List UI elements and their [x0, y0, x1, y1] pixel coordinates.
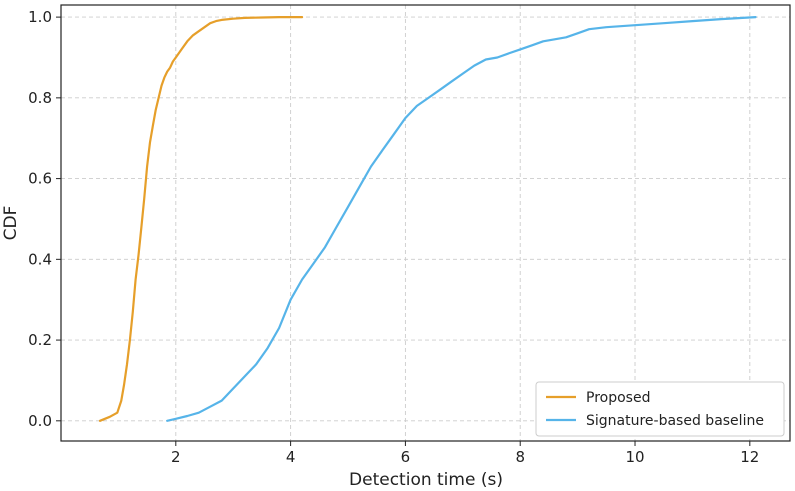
x-tick-label: 10 — [625, 448, 644, 466]
x-tick-label: 6 — [401, 448, 411, 466]
x-tick-label: 4 — [286, 448, 296, 466]
y-tick-label: 0.8 — [28, 89, 52, 107]
series-line-proposed — [98, 16, 304, 422]
axes — [60, 4, 791, 442]
x-tick-label: 8 — [515, 448, 525, 466]
series-layer — [98, 16, 757, 422]
y-tick-label: 0.2 — [28, 331, 52, 349]
y-tick-label: 0.6 — [28, 170, 52, 188]
legend-label-proposed: Proposed — [586, 390, 650, 406]
series-line-baseline — [166, 16, 757, 422]
y-tick-label: 1.0 — [28, 8, 52, 26]
x-tick-label: 12 — [740, 448, 759, 466]
ticks: 2 4 6 8 10 12 0.0 0.2 0.4 0.6 0.8 1.0 — [28, 8, 759, 466]
legend-box — [535, 381, 785, 437]
grid-lines — [61, 5, 790, 441]
y-tick-label: 0.4 — [28, 250, 52, 268]
plot-frame — [60, 4, 791, 442]
y-axis-label: CDF — [1, 206, 21, 241]
x-tick-label: 2 — [171, 448, 181, 466]
legend-label-baseline: Signature-based baseline — [586, 413, 764, 429]
y-tick-label: 0.0 — [28, 412, 52, 430]
legend: Proposed Signature-based baseline — [535, 381, 785, 437]
x-axis-label: Detection time (s) — [349, 470, 503, 490]
